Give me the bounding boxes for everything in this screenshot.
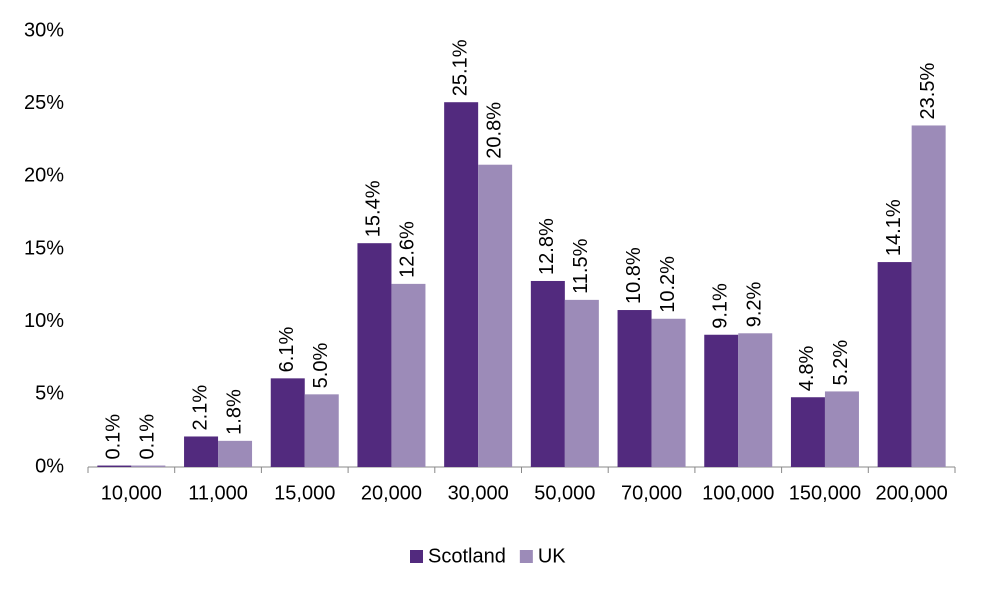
- y-tick-label: 15%: [24, 237, 64, 259]
- bar: [391, 283, 426, 467]
- value-label: 0.1%: [103, 414, 125, 460]
- bar: [530, 280, 565, 467]
- bar: [790, 397, 825, 467]
- value-label: 5.2%: [830, 340, 852, 386]
- y-tick-label: 20%: [24, 165, 64, 187]
- x-tick-label: 70,000: [621, 482, 682, 504]
- y-tick-label: 0%: [35, 455, 64, 477]
- value-label: 25.1%: [449, 39, 471, 96]
- bar: [911, 125, 946, 467]
- value-label: 1.8%: [223, 389, 245, 435]
- value-label: 23.5%: [917, 63, 939, 120]
- value-label: 15.4%: [363, 180, 385, 237]
- legend-swatch: [410, 550, 423, 563]
- x-tick-label: 11,000: [188, 482, 248, 504]
- bar: [824, 391, 859, 467]
- y-tick-label: 5%: [35, 383, 64, 405]
- value-label: 10.2%: [657, 256, 679, 313]
- value-label: 20.8%: [483, 102, 505, 159]
- bar: [651, 318, 686, 467]
- bar: [131, 465, 166, 467]
- x-tick-label: 20,000: [361, 482, 422, 504]
- legend-swatch: [519, 550, 533, 563]
- value-label: 11.5%: [570, 238, 592, 293]
- bar: [218, 440, 253, 467]
- x-tick-label: 30,000: [448, 482, 509, 504]
- bar: [564, 299, 599, 467]
- legend-label: UK: [538, 545, 566, 567]
- y-tick-label: 10%: [24, 310, 64, 332]
- bar: [704, 334, 739, 467]
- value-label: 10.8%: [623, 247, 645, 304]
- bar: [738, 333, 773, 467]
- x-tick-label: 100,000: [702, 482, 774, 504]
- bar: [444, 102, 479, 468]
- x-tick-label: 200,000: [876, 482, 948, 504]
- legend-label: Scotland: [428, 545, 506, 567]
- x-tick-label: 50,000: [534, 482, 595, 504]
- bar: [97, 465, 132, 467]
- value-label: 0.1%: [137, 414, 159, 460]
- x-tick-label: 150,000: [789, 482, 861, 504]
- value-label: 2.1%: [189, 385, 211, 431]
- y-tick-label: 25%: [24, 92, 64, 114]
- bar: [877, 262, 912, 467]
- bar: [357, 243, 392, 467]
- bar: [304, 394, 339, 467]
- x-tick-label: 10,000: [101, 482, 162, 504]
- bar: [184, 436, 219, 467]
- value-label: 12.6%: [397, 221, 419, 278]
- x-tick-label: 15,000: [274, 482, 335, 504]
- value-label: 12.8%: [536, 218, 558, 275]
- bar: [617, 310, 652, 467]
- value-label: 4.8%: [796, 345, 818, 391]
- value-label: 9.1%: [710, 283, 732, 329]
- bar: [270, 378, 305, 467]
- value-label: 14.1%: [883, 199, 905, 256]
- value-label: 9.2%: [744, 281, 766, 327]
- value-label: 6.1%: [276, 327, 298, 373]
- bar: [478, 164, 513, 467]
- y-tick-label: 30%: [24, 19, 64, 41]
- value-label: 5.0%: [310, 343, 332, 389]
